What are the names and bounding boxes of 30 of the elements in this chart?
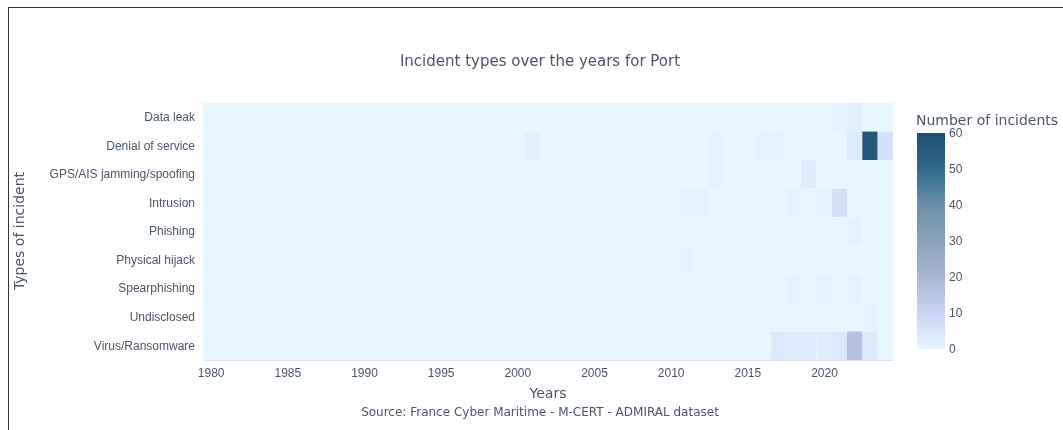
color-bar-label: 40 — [949, 198, 963, 213]
color-bar-label: 60 — [949, 126, 963, 141]
x-tick-label: 2020 — [811, 365, 839, 380]
y-tick-label: Denial of service — [106, 138, 196, 153]
x-tick-label: 2015 — [734, 365, 762, 380]
y-tick-label: GPS/AIS jamming/spoofing — [49, 167, 195, 182]
y-tick-label: Undisclosed — [129, 310, 195, 325]
x-tick-label: 1980 — [197, 365, 225, 380]
chart-title: Incident types over the years for Port — [399, 52, 681, 70]
y-tick-label: Intrusion — [148, 195, 195, 210]
x-tick-label: 1985 — [274, 365, 302, 380]
x-tick-label: 1990 — [351, 365, 379, 380]
x-tick-label: 1995 — [427, 365, 455, 380]
y-axis-title: Types of incident — [11, 171, 27, 292]
x-tick-label: 2005 — [581, 365, 609, 380]
color-bar-label: 30 — [949, 234, 963, 249]
x-tick-label: 2010 — [657, 365, 685, 380]
x-tick-label: 2000 — [504, 365, 532, 380]
y-tick-label: Physical hijack — [116, 252, 196, 267]
color-bar-title: Number of incidents — [916, 112, 1059, 128]
x-axis-title: Years — [528, 385, 567, 401]
color-bar-label: 20 — [949, 270, 963, 285]
color-bar-label: 0 — [949, 342, 956, 357]
y-tick-label: Phishing — [148, 224, 195, 239]
y-tick-label: Spearphishing — [118, 281, 195, 296]
color-bar-label: 50 — [949, 162, 963, 177]
y-tick-label: Virus/Ransomware — [93, 338, 196, 353]
color-bar-label: 10 — [949, 306, 963, 321]
source-note: Source: France Cyber Maritime - M-CERT - ADMIRAL dataset — [361, 405, 720, 419]
y-tick-label: Data leak — [144, 110, 196, 125]
